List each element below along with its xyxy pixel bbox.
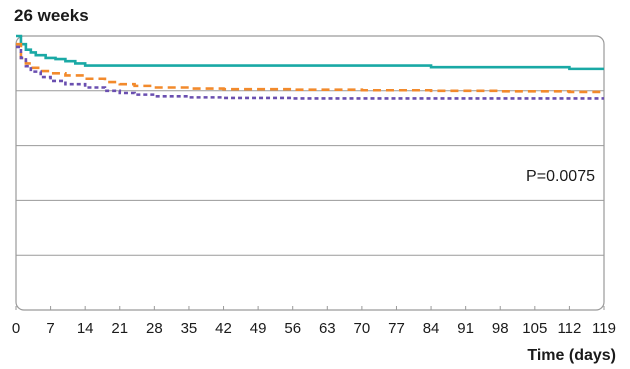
x-tick-label: 0	[12, 320, 20, 337]
series-line-1	[16, 34, 604, 71]
x-tick-label: 105	[522, 320, 547, 337]
p-value-annotation: P=0.0075	[526, 168, 595, 185]
x-tick-label: 84	[423, 320, 440, 337]
series-group	[16, 34, 604, 100]
series-line-3	[16, 45, 604, 100]
x-tick-label: 49	[250, 320, 267, 337]
plot-frame	[15, 35, 605, 311]
x-tick-label: 63	[319, 320, 336, 337]
x-tick-label: 35	[181, 320, 198, 337]
x-tick-label: 28	[146, 320, 163, 337]
x-tick-label: 42	[215, 320, 232, 337]
x-tick-label: 7	[46, 320, 54, 337]
x-tick-label: 112	[557, 320, 581, 337]
chart-title: 26 weeks	[14, 6, 89, 25]
grid-lines	[16, 90, 604, 256]
x-tick-labels: 0 7 14 21 28 35 42 49 56 63 70 77 84 91 98 105 112 119	[12, 306, 616, 337]
x-axis-title: Time (days)	[527, 347, 616, 364]
x-tick-label: 119	[592, 320, 616, 337]
x-tick-label: 98	[492, 320, 509, 337]
x-tick-label: 91	[457, 320, 474, 337]
x-tick-label: 70	[354, 320, 371, 337]
x-tick-label: 56	[284, 320, 301, 337]
x-tick-label: 14	[77, 320, 94, 337]
x-tick-label: 77	[388, 320, 405, 337]
x-tick-label: 21	[111, 320, 128, 337]
series-line-2	[16, 42, 604, 94]
